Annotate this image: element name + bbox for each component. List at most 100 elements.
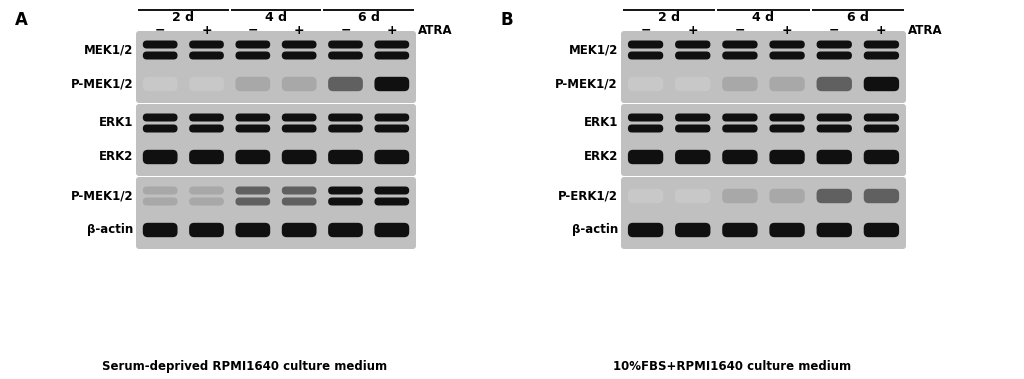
FancyBboxPatch shape xyxy=(142,124,177,133)
Text: +: + xyxy=(201,24,212,37)
FancyBboxPatch shape xyxy=(375,113,410,122)
Text: P-MEK1/2: P-MEK1/2 xyxy=(71,190,133,202)
FancyBboxPatch shape xyxy=(375,223,410,237)
FancyBboxPatch shape xyxy=(722,124,758,133)
FancyBboxPatch shape xyxy=(675,41,711,49)
FancyBboxPatch shape xyxy=(236,124,270,133)
FancyBboxPatch shape xyxy=(863,150,899,164)
FancyBboxPatch shape xyxy=(142,150,177,164)
FancyBboxPatch shape xyxy=(236,41,270,49)
FancyBboxPatch shape xyxy=(375,41,410,49)
FancyBboxPatch shape xyxy=(628,124,664,133)
Text: ERK2: ERK2 xyxy=(584,150,618,163)
FancyBboxPatch shape xyxy=(189,150,224,164)
FancyBboxPatch shape xyxy=(769,52,805,60)
FancyBboxPatch shape xyxy=(816,124,852,133)
FancyBboxPatch shape xyxy=(375,186,410,194)
Text: β-actin: β-actin xyxy=(87,224,133,236)
FancyBboxPatch shape xyxy=(675,52,711,60)
FancyBboxPatch shape xyxy=(863,52,899,60)
Text: 4 d: 4 d xyxy=(753,11,774,24)
Text: P-MEK1/2: P-MEK1/2 xyxy=(555,77,618,91)
FancyBboxPatch shape xyxy=(375,124,410,133)
FancyBboxPatch shape xyxy=(628,223,664,237)
FancyBboxPatch shape xyxy=(722,223,758,237)
FancyBboxPatch shape xyxy=(236,197,270,205)
FancyBboxPatch shape xyxy=(769,223,805,237)
FancyBboxPatch shape xyxy=(675,77,711,91)
FancyBboxPatch shape xyxy=(375,77,410,91)
FancyBboxPatch shape xyxy=(722,150,758,164)
FancyBboxPatch shape xyxy=(375,197,410,205)
FancyBboxPatch shape xyxy=(328,113,362,122)
Text: ERK1: ERK1 xyxy=(584,116,618,130)
FancyBboxPatch shape xyxy=(328,186,362,194)
FancyBboxPatch shape xyxy=(189,197,224,205)
Text: +: + xyxy=(781,24,793,37)
FancyBboxPatch shape xyxy=(722,52,758,60)
FancyBboxPatch shape xyxy=(863,41,899,49)
FancyBboxPatch shape xyxy=(675,189,711,203)
FancyBboxPatch shape xyxy=(621,177,906,249)
FancyBboxPatch shape xyxy=(236,77,270,91)
Text: MEK1/2: MEK1/2 xyxy=(84,44,133,56)
FancyBboxPatch shape xyxy=(142,41,177,49)
Text: −: − xyxy=(829,24,840,37)
FancyBboxPatch shape xyxy=(236,52,270,60)
FancyBboxPatch shape xyxy=(328,41,362,49)
FancyBboxPatch shape xyxy=(863,189,899,203)
FancyBboxPatch shape xyxy=(628,41,664,49)
FancyBboxPatch shape xyxy=(142,197,177,205)
FancyBboxPatch shape xyxy=(189,77,224,91)
FancyBboxPatch shape xyxy=(189,223,224,237)
FancyBboxPatch shape xyxy=(621,31,906,103)
FancyBboxPatch shape xyxy=(628,150,664,164)
FancyBboxPatch shape xyxy=(863,77,899,91)
Text: Serum-deprived RPMI1640 culture medium: Serum-deprived RPMI1640 culture medium xyxy=(102,360,387,373)
Text: −: − xyxy=(340,24,351,37)
Text: A: A xyxy=(15,11,28,29)
Text: 6 d: 6 d xyxy=(847,11,868,24)
Text: +: + xyxy=(294,24,304,37)
FancyBboxPatch shape xyxy=(628,113,664,122)
Text: 4 d: 4 d xyxy=(265,11,287,24)
FancyBboxPatch shape xyxy=(136,104,416,176)
FancyBboxPatch shape xyxy=(816,41,852,49)
FancyBboxPatch shape xyxy=(375,150,410,164)
Text: 10%FBS+RPMI1640 culture medium: 10%FBS+RPMI1640 culture medium xyxy=(613,360,852,373)
FancyBboxPatch shape xyxy=(722,113,758,122)
FancyBboxPatch shape xyxy=(189,186,224,194)
FancyBboxPatch shape xyxy=(236,113,270,122)
FancyBboxPatch shape xyxy=(282,113,316,122)
FancyBboxPatch shape xyxy=(236,150,270,164)
Text: +: + xyxy=(877,24,887,37)
FancyBboxPatch shape xyxy=(282,197,316,205)
FancyBboxPatch shape xyxy=(282,124,316,133)
FancyBboxPatch shape xyxy=(236,186,270,194)
FancyBboxPatch shape xyxy=(282,150,316,164)
Text: −: − xyxy=(248,24,258,37)
FancyBboxPatch shape xyxy=(142,52,177,60)
FancyBboxPatch shape xyxy=(282,186,316,194)
Text: P-MEK1/2: P-MEK1/2 xyxy=(71,77,133,91)
FancyBboxPatch shape xyxy=(328,52,362,60)
FancyBboxPatch shape xyxy=(816,77,852,91)
Text: ERK1: ERK1 xyxy=(98,116,133,130)
FancyBboxPatch shape xyxy=(142,113,177,122)
FancyBboxPatch shape xyxy=(328,197,362,205)
FancyBboxPatch shape xyxy=(675,150,711,164)
FancyBboxPatch shape xyxy=(769,189,805,203)
FancyBboxPatch shape xyxy=(282,223,316,237)
Text: B: B xyxy=(500,11,513,29)
FancyBboxPatch shape xyxy=(816,113,852,122)
Text: +: + xyxy=(386,24,397,37)
FancyBboxPatch shape xyxy=(236,223,270,237)
FancyBboxPatch shape xyxy=(282,77,316,91)
FancyBboxPatch shape xyxy=(142,77,177,91)
Text: ERK2: ERK2 xyxy=(98,150,133,163)
FancyBboxPatch shape xyxy=(142,223,177,237)
FancyBboxPatch shape xyxy=(328,124,362,133)
Text: −: − xyxy=(734,24,745,37)
FancyBboxPatch shape xyxy=(863,113,899,122)
FancyBboxPatch shape xyxy=(328,223,362,237)
